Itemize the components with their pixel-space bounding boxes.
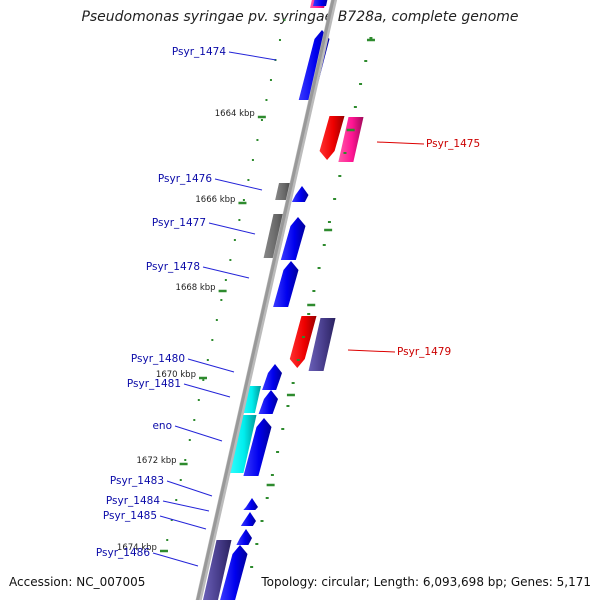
- gene-label: Psyr_1474: [172, 46, 226, 58]
- tick-layer: 1664 kbp 1666 kbp 1668 kbp 1670 kbp 1672 kbp…: [117, 19, 375, 568]
- gene-label: Psyr_1476: [158, 173, 212, 185]
- gene-block-psyr-1479: [289, 316, 317, 368]
- gene-block-partial: [313, 0, 328, 6]
- gene-label: Psyr_1475: [426, 138, 480, 150]
- gene-label: Psyr_1478: [146, 261, 200, 273]
- leader-line: [347, 349, 396, 353]
- leader-line: [152, 552, 199, 567]
- feature-layer: [202, 0, 364, 600]
- gene-block-psyr-1486: [220, 545, 248, 600]
- leader-line: [208, 222, 256, 235]
- gene-block-psyr-1475: [319, 116, 345, 160]
- tick-label: 1670 kbp: [156, 370, 196, 380]
- gene-block-psyr-1486: [202, 540, 232, 600]
- leader-line: [174, 425, 223, 442]
- backbone-line: [196, 0, 335, 600]
- tick-label: 1672 kbp: [137, 456, 177, 466]
- gene-label: Psyr_1477: [152, 217, 206, 229]
- label-layer: Psyr_1474 Psyr_1475 Psyr_1476 Psyr_1477 Psyr…: [96, 46, 480, 567]
- map-title: Pseudomonas syringae pv. syringae B728a,…: [81, 9, 519, 25]
- tick-label: 1664 kbp: [215, 109, 255, 119]
- leader-line: [162, 500, 210, 512]
- gene-block-eno: [243, 418, 272, 476]
- gene-label: Psyr_1480: [131, 353, 185, 365]
- gene-label: Psyr_1486: [96, 547, 150, 559]
- leader-line: [159, 515, 207, 530]
- gene-block-psyr-1485: [236, 529, 252, 545]
- gene-label: Psyr_1485: [103, 510, 157, 522]
- leader-line: [166, 480, 213, 497]
- leader-line: [183, 383, 231, 398]
- backbone-layer: [195, 0, 338, 600]
- leader-line: [187, 358, 235, 373]
- gene-block-psyr-1479: [308, 318, 336, 371]
- gene-block-psyr-1484: [240, 512, 256, 526]
- leader-line: [214, 178, 263, 191]
- gene-block-psyr-1480: [262, 364, 282, 390]
- leader-line: [376, 141, 425, 145]
- gene-label: Psyr_1484: [106, 495, 160, 507]
- tick-label: 1668 kbp: [176, 283, 216, 293]
- accession-text: Accession: NC_007005: [9, 575, 146, 589]
- tick-label: 1666 kbp: [195, 195, 235, 205]
- gene-block-psyr-1476: [291, 186, 309, 202]
- leader-line: [228, 51, 277, 61]
- gene-block-psyr-1475: [338, 117, 364, 162]
- gene-block-psyr-1483: [243, 498, 258, 510]
- gene-label: eno: [152, 420, 172, 432]
- gene-block-psyr-1478: [273, 261, 299, 307]
- tick-label: 1674 kbp: [117, 543, 157, 553]
- genome-summary-text: Topology: circular; Length: 6,093,698 bp…: [261, 575, 591, 589]
- gene-label: Psyr_1479: [397, 346, 451, 358]
- gene-label: Psyr_1483: [110, 475, 164, 487]
- gene-block-psyr-1481: [258, 390, 278, 414]
- gene-block-eno: [228, 415, 257, 473]
- gene-block-psyr-1477: [280, 217, 306, 260]
- leader-line: [202, 266, 250, 279]
- gene-label: Psyr_1481: [127, 378, 181, 390]
